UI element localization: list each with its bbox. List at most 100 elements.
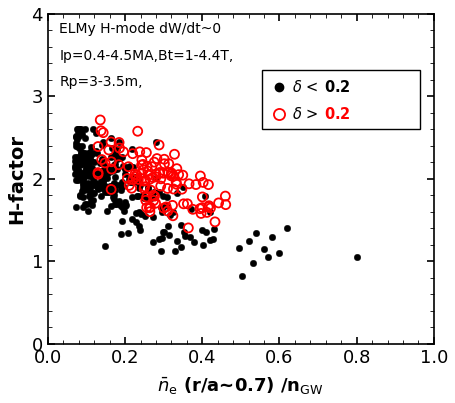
Point — [88, 158, 95, 164]
Point — [79, 150, 86, 156]
Point — [165, 170, 172, 176]
Point — [97, 128, 105, 134]
Point — [157, 248, 164, 254]
Point — [182, 233, 189, 239]
Point — [85, 182, 92, 188]
Point — [74, 171, 81, 177]
Point — [76, 171, 83, 178]
Point — [133, 172, 140, 179]
Point — [78, 170, 86, 177]
Point — [141, 213, 148, 220]
Point — [86, 186, 93, 193]
Point — [156, 236, 163, 242]
Point — [147, 176, 154, 183]
Point — [135, 173, 142, 179]
Point — [106, 187, 114, 193]
Point — [80, 180, 87, 187]
Point — [88, 181, 96, 187]
Point — [204, 204, 212, 210]
Point — [245, 237, 252, 244]
Text: $\delta$ >: $\delta$ > — [292, 106, 320, 122]
Point — [86, 150, 93, 156]
Point — [76, 144, 83, 151]
Point — [132, 210, 140, 216]
Point — [197, 173, 204, 179]
Point — [151, 193, 158, 199]
Point — [100, 129, 107, 136]
Point — [126, 182, 133, 189]
Point — [104, 175, 111, 181]
Point — [89, 197, 96, 204]
Point — [76, 193, 84, 199]
Point — [135, 176, 142, 183]
Point — [79, 178, 86, 185]
Point — [82, 186, 90, 192]
Point — [89, 190, 96, 197]
Point — [77, 126, 84, 133]
Point — [101, 160, 109, 166]
Point — [171, 248, 178, 254]
Point — [73, 136, 81, 143]
Point — [75, 142, 82, 149]
Point — [173, 238, 180, 245]
Point — [126, 179, 134, 185]
Point — [81, 126, 88, 133]
Point — [71, 162, 79, 169]
Point — [142, 197, 149, 204]
Point — [105, 147, 112, 153]
Point — [238, 273, 246, 279]
Point — [143, 194, 150, 200]
Point — [128, 146, 136, 152]
Point — [76, 145, 83, 151]
Point — [164, 223, 171, 230]
Point — [111, 174, 118, 180]
Point — [147, 195, 155, 201]
Point — [203, 209, 211, 216]
Point — [74, 126, 81, 133]
Point — [77, 160, 84, 166]
Point — [82, 164, 89, 170]
Point — [146, 205, 153, 211]
Point — [200, 179, 207, 186]
Point — [353, 254, 360, 260]
Point — [72, 143, 80, 149]
Text: Rp=3-3.5m,: Rp=3-3.5m, — [60, 75, 143, 89]
Point — [128, 178, 136, 185]
Point — [205, 181, 212, 188]
Point — [102, 162, 109, 169]
Point — [184, 201, 191, 207]
Point — [119, 179, 126, 185]
Point — [113, 150, 120, 157]
Point — [202, 229, 210, 235]
Point — [134, 193, 142, 199]
Point — [93, 170, 101, 177]
Point — [115, 162, 122, 168]
Point — [86, 184, 93, 191]
Point — [235, 245, 243, 251]
Point — [123, 164, 131, 170]
Point — [177, 222, 185, 228]
Point — [92, 180, 99, 187]
Point — [211, 226, 218, 232]
Point — [106, 183, 114, 189]
Point — [152, 174, 160, 180]
Point — [116, 155, 124, 162]
Point — [99, 139, 106, 145]
Point — [129, 176, 136, 183]
Point — [86, 153, 93, 159]
Point — [72, 133, 80, 139]
Point — [90, 189, 97, 196]
Point — [146, 208, 153, 215]
Point — [122, 202, 129, 209]
Point — [86, 154, 94, 161]
Point — [83, 156, 90, 163]
Point — [222, 202, 229, 208]
Point — [99, 177, 106, 183]
Point — [85, 180, 92, 186]
Point — [136, 149, 143, 155]
Point — [78, 161, 85, 167]
Point — [135, 209, 142, 215]
Point — [90, 159, 97, 166]
Point — [160, 170, 167, 177]
Point — [283, 225, 291, 232]
